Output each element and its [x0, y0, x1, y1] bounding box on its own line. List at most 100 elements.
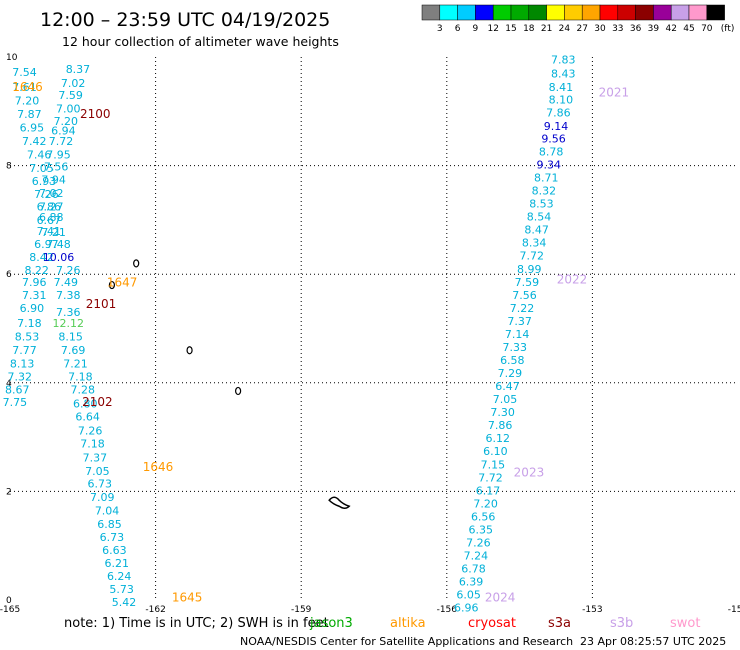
swh-value: 7.72 [49, 135, 74, 148]
swh-value: 5.73 [109, 583, 134, 596]
swh-value: 7.56 [512, 289, 537, 302]
swh-value: 8.71 [534, 172, 559, 185]
swh-value: 7.05 [29, 162, 54, 175]
swh-value: 6.58 [500, 354, 525, 367]
swh-value: 9.34 [536, 159, 561, 172]
swh-value: 7.20 [15, 94, 40, 107]
swh-value: 7.21 [41, 226, 66, 239]
swh-value: 7.18 [17, 317, 42, 330]
swh-value: 7.00 [56, 103, 81, 116]
x-tick-label: -165 [0, 605, 20, 615]
y-tick-label: 10 [6, 53, 18, 63]
colorbar-swatch [457, 4, 476, 21]
swh-value: 7.15 [481, 458, 506, 471]
swh-value: 8.42 [29, 251, 54, 264]
swh-value: 7.37 [507, 315, 532, 328]
swh-value: 7.95 [46, 149, 71, 162]
swh-value: 7.48 [46, 238, 71, 251]
swh-value: 8.78 [539, 145, 564, 158]
colorbar-label: 21 [541, 24, 552, 34]
swh-value: 7.83 [551, 54, 576, 67]
swh-value: 6.86 [37, 200, 62, 213]
chart-title: 12:00 – 23:59 UTC 04/19/2025 [40, 9, 330, 31]
swh-value: 8.53 [15, 331, 40, 344]
colorbar-label: 3 [437, 24, 443, 34]
swh-value: 6.39 [459, 576, 484, 589]
swh-value: 7.38 [56, 289, 81, 302]
swh-value: 8.53 [529, 198, 554, 211]
pass-time-label: 1645 [172, 590, 203, 604]
pass-time-label: 1647 [107, 275, 138, 289]
colorbar-unit: (ft) [721, 24, 735, 34]
altimeter-tracks: 7.54 8.377.61 7.027.20 7.597.007.877.206.95… [3, 54, 630, 615]
swh-value: 7.36 [56, 306, 81, 319]
swh-value: 8.43 [551, 67, 576, 80]
swh-value: 6.97 [34, 238, 59, 251]
pass-time-label: 1646 [12, 80, 43, 94]
swh-value: 6.12 [486, 432, 511, 445]
colorbar-swatch [492, 4, 512, 21]
satellite-legend-entry: s3b [610, 616, 633, 631]
satellite-legend-entry: swot [670, 616, 700, 631]
swh-value: 6.17 [476, 484, 501, 497]
swh-value: 7.20 [473, 497, 498, 510]
swh-value: 8.54 [527, 211, 552, 224]
island-outline [186, 346, 193, 355]
swh-value: 7.02 [61, 77, 86, 90]
swh-value: 7.02 [39, 187, 64, 200]
colorbar-swatch [475, 4, 494, 21]
x-tick-label: -162 [145, 605, 165, 615]
swh-value: 6.24 [107, 570, 132, 583]
colorbar-label: 18 [523, 24, 535, 34]
colorbar-swatch [421, 4, 441, 21]
x-tick-label: -153 [582, 605, 602, 615]
colorbar-label: 24 [559, 24, 571, 34]
pass-time-label: 2023 [514, 465, 545, 479]
swh-value: 8.22 [24, 264, 49, 277]
swh-value: 7.41 [37, 225, 62, 238]
y-tick-label: 4 [6, 379, 12, 389]
swh-value: 8.34 [522, 237, 547, 250]
swh-value: 10.06 [43, 251, 75, 264]
pass-time-label: 1646 [143, 460, 174, 474]
satellite-legend-entry: jason3 [309, 616, 353, 631]
timestamp-text: 23 Apr 08:25:57 UTC 2025 [580, 635, 726, 648]
swh-value: 6.94 [51, 124, 76, 137]
colorbar-label: 70 [701, 24, 713, 34]
colorbar-swatch [546, 4, 565, 21]
swh-value: 7.14 [505, 328, 530, 341]
pass-time-label: 2022 [557, 273, 588, 287]
swh-value: 9.56 [541, 132, 566, 145]
island-outline [235, 386, 242, 396]
swh-value: 6.96 [454, 602, 479, 615]
swh-value: 7.20 [54, 115, 79, 128]
swh-value: 6.93 [32, 175, 57, 188]
swh-value: 6.73 [88, 477, 113, 490]
y-tick-label: 0 [6, 596, 12, 606]
swh-value: 7.77 [12, 344, 37, 357]
swh-value: 6.05 [456, 589, 481, 602]
y-tick-label: 8 [6, 162, 12, 172]
swh-value: 6.90 [20, 302, 45, 315]
swh-value: 7.26 [466, 536, 491, 549]
swh-value: 7.87 [17, 108, 42, 121]
satellite-legend-entry: altika [390, 616, 426, 631]
swh-value: 7.37 [83, 452, 108, 465]
swh-value: 8.10 [549, 93, 574, 106]
swh-value: 7.61 [12, 81, 37, 94]
swh-value: 8.67 [5, 383, 30, 396]
swh-value: 6.21 [105, 557, 130, 570]
swh-value: 7.46 [27, 149, 52, 162]
swh-value: 7.05 [493, 393, 518, 406]
colorbar-swatch [564, 4, 583, 21]
swh-value: 7.30 [490, 406, 515, 419]
swh-value: 7.24 [464, 549, 489, 562]
swh-value: 7.49 [54, 276, 79, 289]
swh-value: 7.18 [80, 438, 105, 451]
swh-value: 6.47 [495, 380, 520, 393]
satellite-legend-entry: s3a [548, 616, 571, 631]
swh-value: 5.42 [112, 596, 137, 609]
swh-value: 7.26 [56, 264, 81, 277]
swh-value: 7.42 [22, 135, 47, 148]
swh-value: 6.85 [97, 518, 122, 531]
